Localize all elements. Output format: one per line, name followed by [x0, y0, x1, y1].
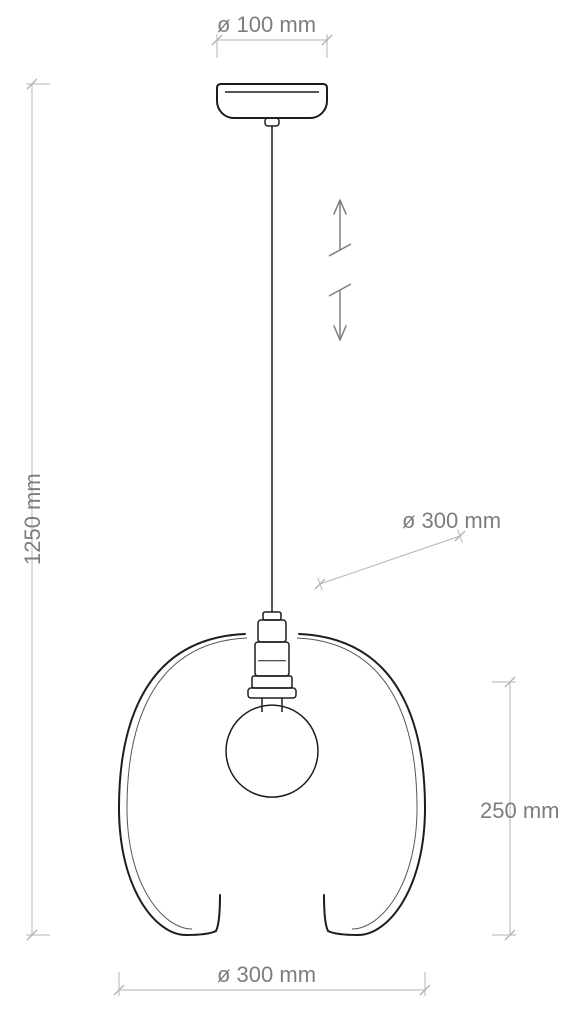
label-top-diameter: ø 100 mm: [217, 12, 316, 38]
diagram-canvas: ø 100 mm 1250 mm ø 300 mm 250 mm ø 300 m…: [0, 0, 578, 1020]
label-shade-height: 250 mm: [480, 798, 559, 824]
label-bottom-diameter: ø 300 mm: [217, 962, 316, 988]
label-total-height: 1250 mm: [20, 473, 46, 565]
label-shade-diameter-upper: ø 300 mm: [402, 508, 501, 534]
